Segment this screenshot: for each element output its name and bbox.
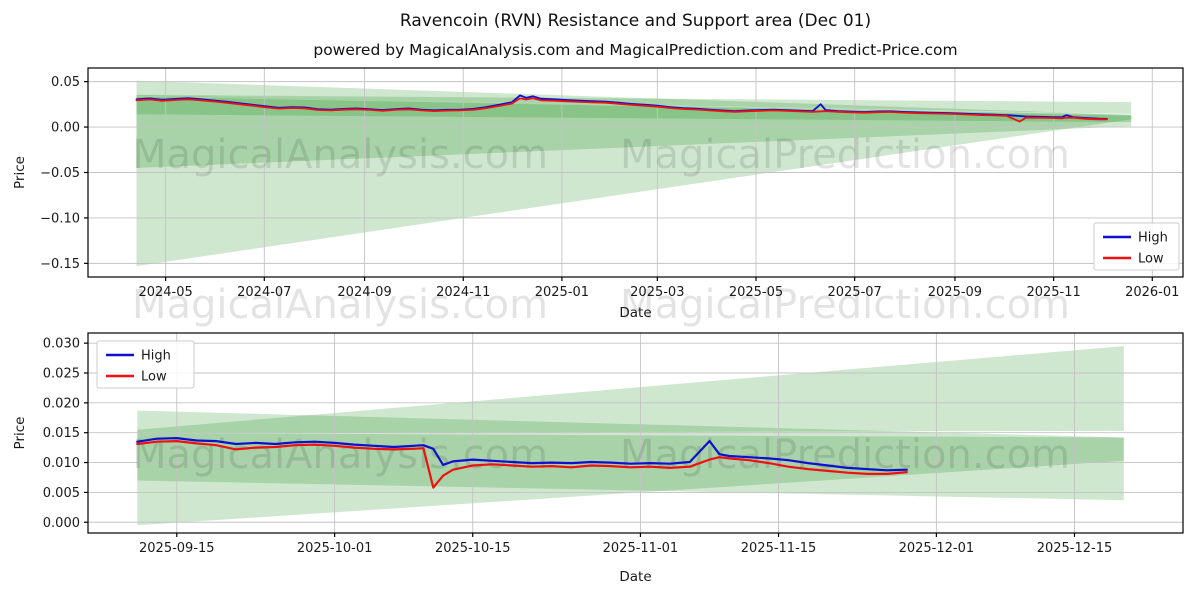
x-tick-label: 2024-11 (436, 285, 490, 300)
legend: High Low (96, 340, 195, 389)
x-tick-label: 2025-10-01 (297, 541, 373, 556)
x-tick-label: 2025-09-15 (139, 541, 215, 556)
legend: High Low (1093, 222, 1180, 271)
x-tick-label: 2025-12-15 (1037, 541, 1113, 556)
legend-label-low: Low (1138, 252, 1164, 267)
price-history-chart: MagicalAnalysis.com MagicalPrediction.com… (12, 67, 1184, 321)
watermark-text: MagicalPrediction.com (620, 132, 1070, 178)
legend-label-low: Low (141, 370, 167, 385)
watermark-text: MagicalAnalysis.com (132, 132, 548, 178)
watermark-text: MagicalAnalysis.com (132, 282, 548, 328)
x-tick-label: 2025-10-15 (435, 541, 511, 556)
recent-detail-high-line (136, 437, 908, 472)
y-tick-label: 0.025 (43, 367, 80, 382)
support-resistance-band (136, 95, 1132, 168)
watermark-text: MagicalPrediction.com (620, 432, 1070, 478)
page-subtitle: powered by MagicalAnalysis.com and Magic… (313, 41, 958, 59)
y-tick-label: 0.05 (51, 75, 80, 90)
page-title: Ravencoin (RVN) Resistance and Support a… (399, 11, 872, 31)
support-resistance-band (136, 96, 1132, 123)
x-tick-label: 2025-11-15 (741, 541, 817, 556)
x-tick-label: 2025-01 (535, 285, 589, 300)
y-tick-label: 0.015 (43, 426, 80, 441)
y-axis-label: Price (12, 417, 28, 450)
x-tick-label: 2024-05 (138, 285, 192, 300)
x-axis-label: Date (619, 569, 651, 585)
y-tick-label: 0.010 (43, 456, 80, 471)
x-tick-label: 2024-07 (237, 285, 291, 300)
x-tick-label: 2024-09 (337, 285, 391, 300)
x-tick-label: 2025-12-01 (899, 541, 975, 556)
legend-label-high: High (141, 349, 171, 364)
y-tick-label: 0.00 (51, 121, 80, 136)
y-tick-label: −0.15 (40, 257, 80, 272)
x-tick-label: 2025-05 (729, 285, 783, 300)
y-axis-label: Price (12, 156, 28, 189)
price-history-low-line (135, 97, 1108, 123)
legend-label-high: High (1138, 231, 1168, 246)
x-tick-label: 2025-09 (928, 285, 982, 300)
y-tick-label: 0.000 (43, 516, 80, 531)
support-resistance-band (137, 346, 1124, 433)
watermark-text: MagicalPrediction.com (620, 282, 1070, 328)
watermark-text: MagicalAnalysis.com (132, 432, 548, 478)
y-tick-label: 0.030 (43, 337, 80, 352)
y-tick-label: 0.020 (43, 396, 80, 411)
x-tick-label: 2025-07 (827, 285, 881, 300)
x-tick-label: 2026-01 (1125, 285, 1179, 300)
y-tick-label: 0.005 (43, 486, 80, 501)
x-tick-label: 2025-03 (630, 285, 684, 300)
x-tick-label: 2025-11 (1026, 285, 1080, 300)
recent-detail-chart: MagicalAnalysis.com MagicalPrediction.com… (12, 332, 1184, 585)
y-tick-label: −0.05 (40, 166, 80, 181)
recent-detail-low-line (136, 440, 908, 489)
x-axis-label: Date (619, 305, 651, 321)
x-tick-label: 2025-11-01 (603, 541, 679, 556)
y-tick-label: −0.10 (40, 211, 80, 226)
